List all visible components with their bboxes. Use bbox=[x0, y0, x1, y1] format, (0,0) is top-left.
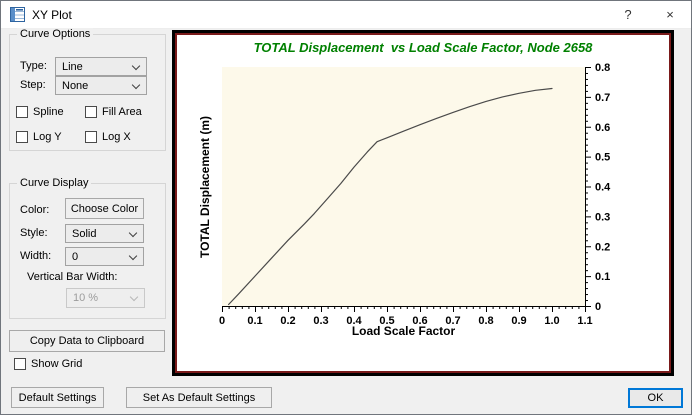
curve-options-group-label: Curve Options bbox=[17, 28, 94, 40]
svg-text:0.3: 0.3 bbox=[595, 211, 610, 223]
log-y-checkbox[interactable]: Log Y bbox=[16, 131, 62, 143]
vertical-bar-width-select: 10 % bbox=[66, 288, 145, 308]
width-select-value: 0 bbox=[72, 250, 79, 263]
svg-text:0.9: 0.9 bbox=[511, 315, 526, 327]
chevron-down-icon bbox=[129, 292, 139, 302]
ok-button[interactable]: OK bbox=[628, 388, 683, 408]
log-x-checkbox[interactable]: Log X bbox=[85, 131, 131, 143]
fill-area-checkbox-label: Fill Area bbox=[102, 106, 142, 118]
default-settings-button[interactable]: Default Settings bbox=[11, 387, 104, 408]
checkbox-box bbox=[85, 106, 97, 118]
chart-panel: 0 0.1 0.2 0.3 0.4 0.5 0.6 0.7 0.8 0.9 1.0 1.1 0 0.1 0.… bbox=[172, 30, 674, 376]
svg-text:0: 0 bbox=[219, 315, 225, 327]
svg-text:0.8: 0.8 bbox=[595, 62, 610, 74]
svg-text:0.7: 0.7 bbox=[445, 315, 460, 327]
spline-checkbox[interactable]: Spline bbox=[16, 106, 64, 118]
set-as-default-settings-button[interactable]: Set As Default Settings bbox=[126, 387, 272, 408]
type-select-value: Line bbox=[62, 60, 83, 73]
svg-text:0.3: 0.3 bbox=[313, 315, 328, 327]
show-grid-checkbox[interactable]: Show Grid bbox=[14, 358, 82, 370]
chevron-down-icon bbox=[131, 80, 141, 90]
style-select[interactable]: Solid bbox=[65, 224, 144, 243]
svg-text:0.2: 0.2 bbox=[595, 241, 610, 253]
vertical-bar-width-label: Vertical Bar Width: bbox=[27, 271, 118, 283]
checkbox-box bbox=[16, 131, 28, 143]
svg-text:1.0: 1.0 bbox=[544, 315, 559, 327]
svg-text:0.2: 0.2 bbox=[280, 315, 295, 327]
chart-area: 0 0.1 0.2 0.3 0.4 0.5 0.6 0.7 0.8 0.9 1.0 1.1 0 0.1 0.… bbox=[177, 35, 669, 371]
svg-text:1.1: 1.1 bbox=[577, 315, 592, 327]
title-bar[interactable]: XY Plot ? × bbox=[1, 1, 691, 29]
svg-text:0.5: 0.5 bbox=[595, 152, 610, 164]
checkbox-box bbox=[16, 106, 28, 118]
svg-text:0.4: 0.4 bbox=[595, 182, 611, 194]
checkbox-box bbox=[14, 358, 26, 370]
window-title: XY Plot bbox=[32, 7, 72, 22]
step-select[interactable]: None bbox=[55, 76, 147, 95]
x-axis-label: Load Scale Factor bbox=[351, 324, 456, 338]
type-select[interactable]: Line bbox=[55, 57, 147, 76]
svg-text:0.8: 0.8 bbox=[478, 315, 493, 327]
help-button[interactable]: ? bbox=[624, 7, 632, 22]
y-axis-label: TOTAL Displacement (m) bbox=[198, 115, 212, 259]
curve-display-group-label: Curve Display bbox=[17, 177, 92, 189]
show-grid-checkbox-label: Show Grid bbox=[31, 358, 83, 370]
choose-color-button[interactable]: Choose Color bbox=[65, 198, 144, 219]
style-label: Style: bbox=[20, 227, 48, 239]
svg-text:0.1: 0.1 bbox=[247, 315, 262, 327]
svg-text:0.4: 0.4 bbox=[346, 315, 362, 327]
svg-text:0.7: 0.7 bbox=[595, 92, 610, 104]
chevron-down-icon bbox=[128, 251, 138, 261]
curve-options-group: Curve Options Type: Line Step: None Spli… bbox=[9, 28, 166, 151]
fill-area-checkbox[interactable]: Fill Area bbox=[85, 106, 142, 118]
svg-text:0.6: 0.6 bbox=[412, 315, 427, 327]
svg-text:0.1: 0.1 bbox=[595, 271, 610, 283]
chart-title: TOTAL Displacement vs Load Scale Factor,… bbox=[253, 40, 593, 55]
svg-text:0.6: 0.6 bbox=[595, 122, 610, 134]
checkbox-box bbox=[85, 131, 97, 143]
close-button[interactable]: × bbox=[666, 7, 674, 22]
width-select[interactable]: 0 bbox=[65, 247, 144, 266]
log-y-checkbox-label: Log Y bbox=[33, 131, 62, 143]
xy-chart-canvas: 0 0.1 0.2 0.3 0.4 0.5 0.6 0.7 0.8 0.9 1.0 1.100.10.… bbox=[219, 62, 611, 327]
chevron-down-icon bbox=[131, 61, 141, 71]
vertical-bar-width-value: 10 % bbox=[73, 292, 99, 304]
step-select-value: None bbox=[62, 79, 89, 92]
spline-checkbox-label: Spline bbox=[33, 106, 64, 118]
log-x-checkbox-label: Log X bbox=[102, 131, 131, 143]
svg-text:0: 0 bbox=[595, 301, 601, 313]
color-label: Color: bbox=[20, 204, 50, 216]
chevron-down-icon bbox=[128, 228, 138, 238]
copy-data-to-clipboard-button[interactable]: Copy Data to Clipboard bbox=[9, 330, 165, 352]
step-label: Step: bbox=[20, 79, 46, 91]
curve-display-group: Curve Display Color: Choose Color Style:… bbox=[9, 177, 166, 319]
type-label: Type: bbox=[20, 60, 47, 72]
svg-text:0.5: 0.5 bbox=[379, 315, 394, 327]
xy-plot-icon bbox=[10, 7, 25, 22]
width-label: Width: bbox=[20, 250, 52, 262]
style-select-value: Solid bbox=[72, 227, 97, 240]
